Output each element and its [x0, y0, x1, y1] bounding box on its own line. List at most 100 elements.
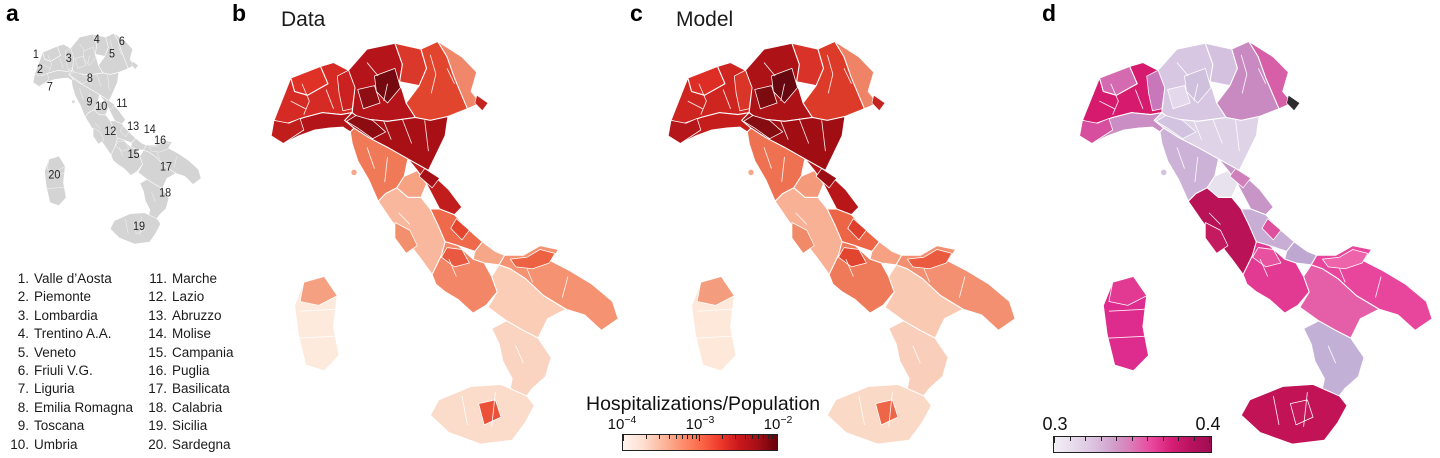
- region-list-number: 17.: [148, 381, 167, 397]
- region-number-label: 19: [133, 220, 145, 233]
- colorbar-tick-mark: [758, 435, 760, 439]
- province-p_foggia: [148, 141, 171, 153]
- colorbar-tick-mark: [744, 435, 746, 439]
- province-border-line: [118, 47, 123, 56]
- province-border-line: [366, 147, 375, 169]
- province-border-line: [461, 216, 468, 229]
- region-list-number: 5.: [17, 344, 29, 360]
- region-list-item: 4. Trentino A.A.: [8, 325, 133, 343]
- region-list-item: 19. Sicilia: [146, 417, 234, 435]
- region-list-name: Marche: [172, 271, 218, 286]
- colorbar-tick-mark: [1131, 437, 1133, 441]
- region-list-number: 11.: [149, 271, 167, 286]
- province-border-line: [46, 187, 65, 189]
- province-border-line: [301, 83, 310, 115]
- region-number-label: 1: [33, 48, 39, 61]
- region-list-item: 2. Piemonte: [8, 288, 133, 306]
- province-p_enna: [133, 220, 145, 235]
- province-p_imperia: [1079, 118, 1114, 144]
- province-p_sassari: [1108, 276, 1148, 306]
- province-p_emilia_west: [69, 71, 89, 85]
- region-number-label: 8: [87, 73, 93, 86]
- province-p_imperia: [667, 118, 702, 144]
- province-border-line: [461, 395, 468, 425]
- region-number-label: 10: [95, 100, 107, 113]
- region-list-name: Lombardia: [34, 307, 98, 323]
- colorbar-tick-mark: [668, 435, 670, 439]
- province-border-line: [1303, 392, 1308, 427]
- region-list-number: 20.: [148, 436, 167, 452]
- region-list-number: 12.: [148, 289, 167, 305]
- province-border-line: [110, 40, 114, 61]
- province-border-line: [780, 121, 789, 140]
- region-list-item: 15. Campania: [146, 344, 233, 362]
- province-border-line: [384, 156, 388, 183]
- province-border-line: [401, 119, 413, 144]
- province-p_pesaro: [1229, 168, 1252, 189]
- colorbar-tick-mark: [735, 435, 737, 439]
- province-border-line: [47, 55, 52, 72]
- region-list-name: Calabria: [172, 399, 223, 415]
- province-border-line: [119, 147, 123, 157]
- province-p_imperia: [270, 118, 305, 144]
- region-trieste-spur: [131, 61, 139, 70]
- province-border-line: [1176, 147, 1185, 169]
- colorbar-tick-label-max: 10−2: [763, 414, 793, 433]
- province-border-line: [1259, 258, 1269, 277]
- colorbar-tick-mark: [1147, 437, 1148, 441]
- province-border-line: [366, 62, 379, 77]
- region-list-item: 1. Valle d’Aosta: [8, 270, 133, 288]
- province-border-line: [1108, 308, 1145, 312]
- province-border-line: [858, 395, 865, 425]
- province-p_emilia_west: [1155, 115, 1197, 140]
- province-border-line: [1240, 54, 1248, 94]
- region-list-item: 10. Umbria: [8, 436, 133, 454]
- province-border-line: [695, 335, 733, 339]
- panel-letter-b: b: [232, 0, 247, 26]
- region-list-name: Basilicata: [172, 381, 230, 397]
- province-p_novara: [336, 69, 356, 112]
- colorbar-tick-label-min: 10−4: [607, 414, 637, 433]
- province-border-line: [325, 89, 334, 109]
- region-list-name: Umbria: [34, 436, 78, 452]
- region-list-item: 7. Liguria: [8, 380, 133, 398]
- province-border-line: [515, 345, 524, 364]
- island-elba: [1160, 169, 1168, 176]
- province-p_imperia: [33, 73, 50, 87]
- province-border-line: [1099, 100, 1115, 110]
- region-number-label: 15: [128, 149, 140, 162]
- map-panel-d: [1079, 40, 1433, 445]
- province-p_sassari: [299, 276, 338, 306]
- colorbar-tick-mark: [1085, 437, 1086, 441]
- province-p_pesaro: [104, 99, 115, 110]
- province-border-line: [96, 73, 102, 87]
- province-p_milano: [357, 85, 381, 110]
- region-list-name: Abruzzo: [172, 307, 222, 323]
- region-list-item: 3. Lombardia: [8, 307, 133, 325]
- province-border-line: [448, 258, 457, 277]
- province-border-line: [795, 212, 808, 225]
- region-list-number: 6.: [17, 363, 29, 379]
- province-p_milano: [1167, 85, 1191, 110]
- province-p_sassari: [47, 155, 66, 172]
- province-border-line: [1257, 68, 1267, 84]
- region-list-name: Friuli V.G.: [34, 363, 93, 379]
- province-border-line: [1194, 156, 1199, 183]
- region-calabria: [1303, 320, 1365, 407]
- panel-title-model: Model: [676, 8, 734, 31]
- province-border-line: [156, 152, 160, 160]
- province-border-line: [125, 124, 129, 132]
- province-border-line: [780, 83, 785, 102]
- colorbar-ratio: 0.3 0.4: [1040, 414, 1230, 456]
- province-p_rome: [1204, 222, 1229, 254]
- province-border-line: [59, 58, 64, 69]
- province-p_rome: [791, 222, 815, 254]
- province-border-line: [826, 54, 834, 94]
- colorbar-min-label: 0.3: [1042, 414, 1068, 434]
- province-border-line: [398, 212, 411, 225]
- region-list-col2: 11. Marche 12. Lazio 13. Abruzzo 14. Molise 15. C…: [146, 270, 234, 454]
- province-border-line: [139, 216, 142, 235]
- province-p_caserta: [1252, 247, 1282, 268]
- province-border-line: [107, 74, 110, 91]
- province-border-line: [94, 122, 101, 130]
